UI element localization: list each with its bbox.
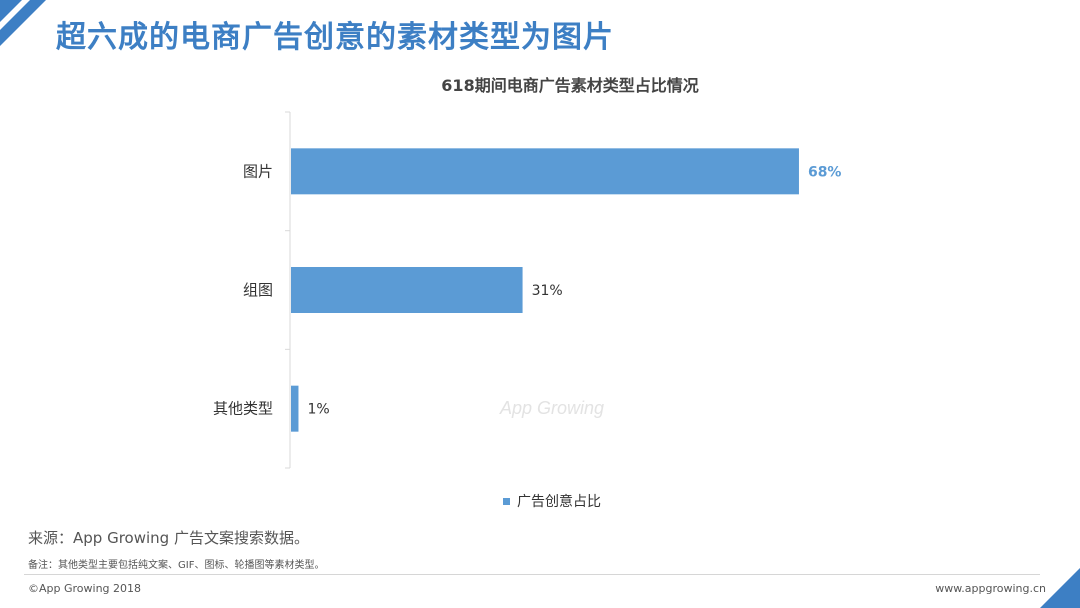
chart-title: 618期间电商广告素材类型占比情况 — [441, 76, 699, 95]
corner-decoration-top-left-stripe — [0, 0, 22, 22]
data-label: 68% — [808, 164, 842, 180]
site-url: www.appgrowing.cn — [935, 582, 1046, 595]
footer-divider — [24, 574, 1040, 575]
source-text: 来源：App Growing 广告文案搜索数据。 — [28, 529, 309, 547]
bar — [291, 267, 523, 313]
legend-swatch — [503, 497, 510, 505]
data-label: 31% — [532, 283, 563, 299]
corner-decoration-bottom-right — [1040, 568, 1080, 608]
bar — [291, 148, 799, 195]
watermark: App Growing — [500, 398, 605, 418]
page-title: 超六成的电商广告创意的素材类型为图片 — [56, 20, 614, 55]
chart-legend: 广告创意占比 — [503, 491, 601, 511]
copyright-text: ©App Growing 2018 — [28, 582, 142, 595]
legend-label: 广告创意占比 — [517, 494, 601, 510]
data-label: 1% — [307, 402, 329, 418]
note-text: 备注：其他类型主要包括纯文案、GIF、图标、轮播图等素材类型。 — [28, 560, 325, 571]
category-label: 图片 — [243, 162, 273, 180]
bar — [291, 385, 299, 432]
category-label: 其他类型 — [213, 400, 273, 418]
category-label: 组图 — [243, 281, 273, 299]
